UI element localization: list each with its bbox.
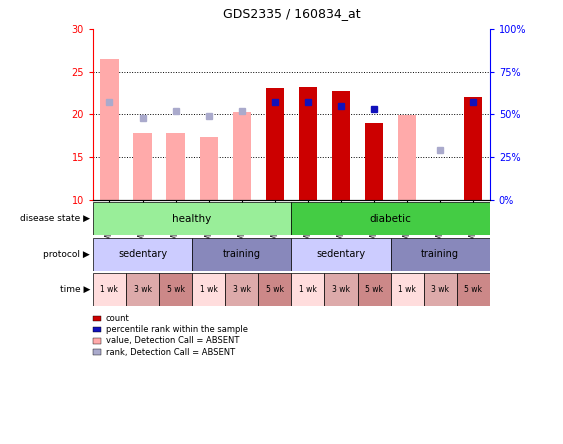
Bar — [292, 202, 490, 235]
Bar — [464, 97, 482, 200]
Text: training: training — [223, 249, 261, 259]
Text: percentile rank within the sample: percentile rank within the sample — [106, 325, 248, 334]
Bar — [93, 238, 192, 271]
Bar — [457, 273, 490, 306]
Text: GDS2335 / 160834_at: GDS2335 / 160834_at — [222, 7, 360, 20]
Text: 3 wk: 3 wk — [332, 285, 350, 294]
Bar — [100, 59, 119, 200]
Bar — [126, 273, 159, 306]
Text: 5 wk: 5 wk — [266, 285, 284, 294]
Bar — [225, 273, 258, 306]
Text: healthy: healthy — [172, 214, 212, 224]
Bar — [391, 238, 490, 271]
Text: training: training — [421, 249, 459, 259]
Bar — [292, 273, 324, 306]
Text: sedentary: sedentary — [316, 249, 365, 259]
Text: time ▶: time ▶ — [60, 285, 90, 294]
Bar — [266, 88, 284, 200]
Text: sedentary: sedentary — [118, 249, 167, 259]
Text: 5 wk: 5 wk — [167, 285, 185, 294]
Bar — [192, 238, 292, 271]
Bar — [93, 273, 126, 306]
Text: 3 wk: 3 wk — [431, 285, 449, 294]
Bar — [324, 273, 358, 306]
Text: 1 wk: 1 wk — [299, 285, 317, 294]
Bar — [133, 133, 151, 200]
Bar — [365, 123, 383, 200]
Text: 3 wk: 3 wk — [133, 285, 151, 294]
Text: rank, Detection Call = ABSENT: rank, Detection Call = ABSENT — [106, 348, 235, 357]
Bar — [93, 202, 292, 235]
Bar — [391, 273, 423, 306]
Text: 5 wk: 5 wk — [365, 285, 383, 294]
Text: 1 wk: 1 wk — [398, 285, 416, 294]
Bar — [292, 238, 391, 271]
Bar — [159, 273, 192, 306]
Bar — [192, 273, 225, 306]
Bar — [167, 133, 185, 200]
Text: 1 wk: 1 wk — [200, 285, 217, 294]
Text: value, Detection Call = ABSENT: value, Detection Call = ABSENT — [106, 337, 239, 345]
Text: diabetic: diabetic — [370, 214, 412, 224]
Text: disease state ▶: disease state ▶ — [20, 214, 90, 223]
Bar — [258, 273, 292, 306]
Text: 3 wk: 3 wk — [233, 285, 251, 294]
Bar — [398, 115, 416, 200]
Bar — [299, 87, 317, 200]
Text: protocol ▶: protocol ▶ — [43, 250, 90, 259]
Bar — [332, 91, 350, 200]
Text: 5 wk: 5 wk — [464, 285, 482, 294]
Bar — [233, 112, 251, 200]
Bar — [199, 137, 218, 200]
Text: 1 wk: 1 wk — [101, 285, 118, 294]
Text: count: count — [106, 314, 129, 323]
Bar — [423, 273, 457, 306]
Bar — [358, 273, 391, 306]
